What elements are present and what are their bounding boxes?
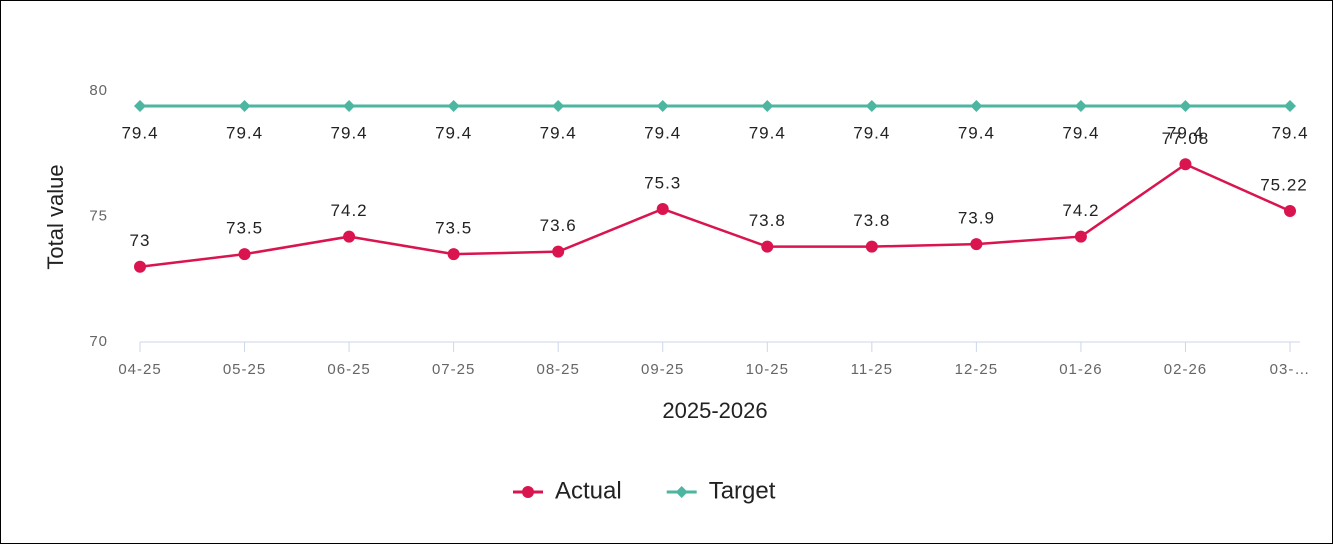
point bbox=[1179, 100, 1192, 113]
data-label: 73 bbox=[130, 231, 151, 250]
x-tick-label: 06-25 bbox=[327, 361, 370, 378]
data-label: 75.22 bbox=[1260, 175, 1308, 194]
y-tick-label: 70 bbox=[89, 333, 108, 350]
legend-marker bbox=[522, 486, 534, 498]
x-tick-label: 01-26 bbox=[1059, 361, 1102, 378]
data-label: 79.4 bbox=[958, 124, 995, 143]
point bbox=[1074, 230, 1087, 243]
x-tick-label: 07-25 bbox=[432, 361, 475, 378]
x-tick-label: 11-25 bbox=[851, 361, 893, 378]
data-label: 79.4 bbox=[1062, 124, 1099, 143]
point bbox=[865, 240, 878, 253]
legend-label: Target bbox=[709, 477, 776, 504]
point bbox=[238, 100, 251, 113]
legend-marker bbox=[675, 486, 688, 498]
data-label: 73.8 bbox=[749, 211, 786, 230]
x-tick-label: 05-25 bbox=[223, 361, 266, 378]
point bbox=[238, 248, 251, 261]
data-label: 74.2 bbox=[331, 201, 368, 220]
point bbox=[1284, 204, 1296, 217]
point bbox=[1284, 100, 1296, 113]
data-label: 73.6 bbox=[540, 216, 577, 235]
point bbox=[865, 100, 878, 113]
point bbox=[552, 100, 565, 113]
point bbox=[343, 230, 356, 243]
legend-label: Actual bbox=[555, 477, 622, 504]
data-label: 79.4 bbox=[435, 124, 472, 143]
x-tick-label: 08-25 bbox=[536, 361, 579, 378]
data-label: 73.5 bbox=[435, 219, 472, 238]
data-label: 79.4 bbox=[331, 124, 368, 143]
point bbox=[970, 100, 983, 113]
x-tick-label: 02-26 bbox=[1164, 361, 1207, 378]
point bbox=[447, 248, 460, 261]
data-label: 79.4 bbox=[226, 124, 263, 143]
x-tick-label: 12-25 bbox=[955, 361, 998, 378]
data-label: 79.4 bbox=[853, 124, 890, 143]
x-tick-label: 03-… bbox=[1270, 361, 1311, 378]
point bbox=[447, 100, 460, 113]
y-tick-label: 80 bbox=[89, 82, 108, 99]
x-axis-title: 2025-2026 bbox=[662, 398, 767, 423]
y-axis-title: Total value bbox=[43, 164, 68, 269]
data-label: 79.4 bbox=[1167, 124, 1204, 143]
point bbox=[761, 100, 774, 113]
point bbox=[656, 100, 669, 113]
data-label: 75.3 bbox=[644, 173, 681, 192]
x-tick-label: 10-25 bbox=[746, 361, 789, 378]
point bbox=[343, 100, 356, 113]
x-tick-label: 04-25 bbox=[118, 361, 161, 378]
data-label: 79.4 bbox=[644, 124, 681, 143]
series-line bbox=[139, 162, 1291, 268]
point bbox=[1179, 158, 1192, 171]
point bbox=[656, 202, 669, 215]
data-label: 77.08 bbox=[1162, 129, 1210, 148]
x-tick-label: 09-25 bbox=[641, 361, 684, 378]
data-label: 74.2 bbox=[1062, 201, 1099, 220]
point bbox=[134, 100, 146, 113]
data-label: 73.9 bbox=[958, 209, 995, 228]
data-label: 73.8 bbox=[853, 211, 890, 230]
point bbox=[761, 240, 774, 253]
data-label: 79.4 bbox=[121, 124, 158, 143]
point bbox=[134, 260, 146, 273]
data-label: 79.4 bbox=[1271, 124, 1308, 143]
data-label: 73.5 bbox=[226, 219, 263, 238]
data-label: 79.4 bbox=[749, 124, 786, 143]
point bbox=[1074, 100, 1087, 113]
point bbox=[552, 245, 565, 258]
y-tick-label: 75 bbox=[89, 207, 108, 224]
data-label: 79.4 bbox=[540, 124, 577, 143]
point bbox=[970, 238, 983, 251]
